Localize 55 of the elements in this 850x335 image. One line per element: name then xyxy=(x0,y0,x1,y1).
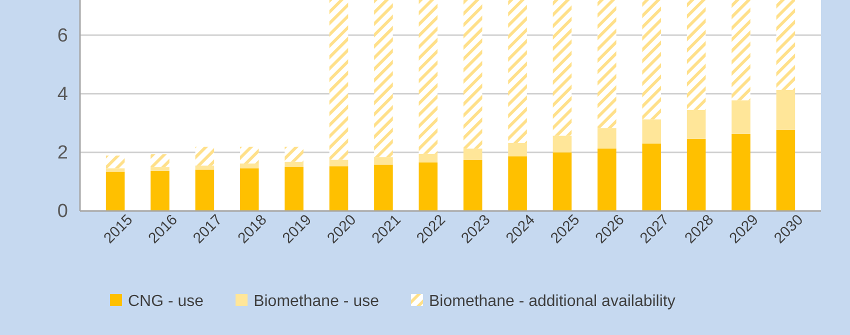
bar xyxy=(284,146,304,162)
bar xyxy=(776,0,796,90)
bar xyxy=(463,148,482,160)
bar xyxy=(642,144,661,211)
bar xyxy=(508,143,527,156)
bar xyxy=(732,0,750,100)
bar xyxy=(776,130,796,211)
bar xyxy=(329,166,348,211)
bar xyxy=(329,0,348,160)
bar xyxy=(552,152,572,211)
bar xyxy=(106,172,125,211)
bar xyxy=(552,0,572,136)
bar xyxy=(329,160,348,166)
y-tick-label: 6 xyxy=(57,25,68,46)
bar xyxy=(150,154,170,168)
bar xyxy=(463,160,482,211)
bar xyxy=(240,146,259,164)
bar xyxy=(418,0,438,154)
bar xyxy=(195,146,214,166)
bar xyxy=(106,168,125,172)
bar xyxy=(240,164,259,168)
bar xyxy=(598,128,616,149)
bar xyxy=(776,90,796,130)
legend-label: Biomethane - use xyxy=(254,293,380,310)
bar xyxy=(598,148,616,211)
bar xyxy=(374,164,393,211)
bar xyxy=(195,170,214,211)
bar xyxy=(686,138,706,211)
bar xyxy=(508,156,527,211)
y-tick-label: 4 xyxy=(57,84,68,105)
bar xyxy=(284,162,304,167)
bar xyxy=(374,157,393,165)
bar xyxy=(106,156,125,168)
bar xyxy=(686,110,706,139)
bar xyxy=(686,0,706,110)
y-tick-label: 2 xyxy=(57,142,68,164)
bar xyxy=(240,168,259,211)
legend-label: CNG - use xyxy=(128,293,204,310)
bar xyxy=(732,100,750,134)
bar xyxy=(642,0,661,120)
y-tick-label: 0 xyxy=(57,201,68,222)
bar xyxy=(552,136,572,152)
bar xyxy=(642,119,661,144)
bar xyxy=(418,162,438,211)
bar xyxy=(150,170,170,211)
bar xyxy=(732,134,750,211)
bar xyxy=(418,154,438,162)
bar xyxy=(598,0,616,128)
bar xyxy=(284,166,304,211)
bar xyxy=(508,0,527,144)
bar xyxy=(195,166,214,170)
bar xyxy=(463,0,482,149)
bar xyxy=(374,0,393,158)
bar xyxy=(150,167,170,171)
legend-label: Biomethane - additional availability xyxy=(428,293,676,310)
